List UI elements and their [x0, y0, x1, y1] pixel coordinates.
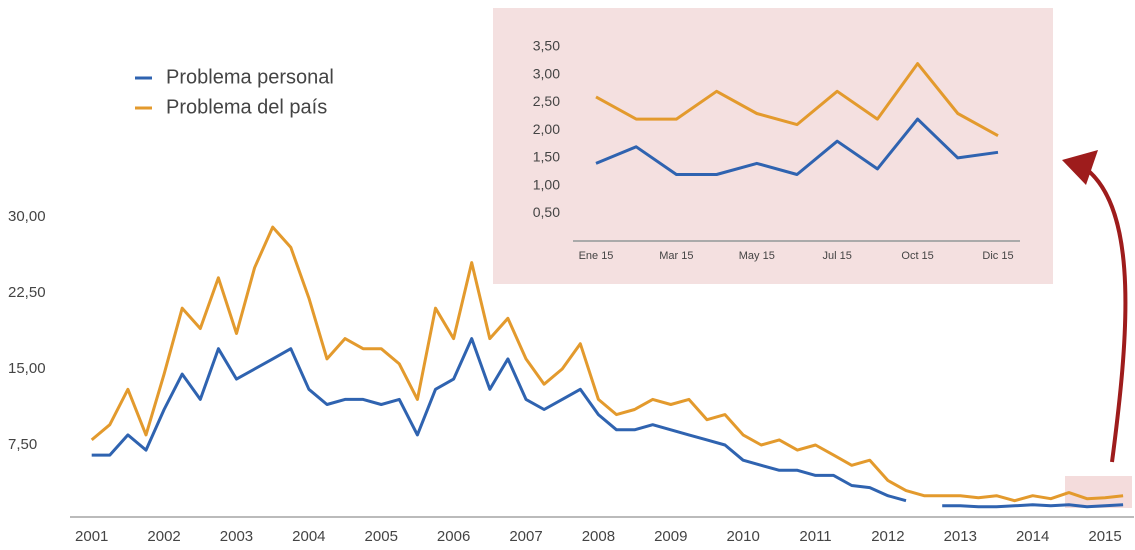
- y-tick-label: 1,00: [533, 176, 560, 192]
- x-tick-label: 2010: [726, 528, 759, 545]
- x-tick-label: Mar 15: [659, 250, 693, 262]
- series-line: [595, 117, 999, 176]
- x-tick-label: 2007: [509, 528, 542, 545]
- highlight-region: [1065, 476, 1132, 508]
- x-tick-label: 2006: [437, 528, 470, 545]
- series-line: [91, 337, 1124, 509]
- y-tick-label: 3,50: [533, 38, 560, 54]
- inset-background: [493, 8, 1053, 284]
- legend-label: Problema personal: [166, 66, 334, 88]
- x-tick-label: 2008: [582, 528, 615, 545]
- x-tick-label: 2003: [220, 528, 253, 545]
- x-tick-label: Ene 15: [579, 250, 614, 262]
- x-tick-label: 2014: [1016, 528, 1049, 545]
- x-tick-label: 2012: [871, 528, 904, 545]
- x-tick-label: Oct 15: [901, 250, 933, 262]
- y-tick-label: 3,00: [533, 65, 560, 81]
- arrow: [1083, 166, 1128, 463]
- y-tick-label: 15,00: [8, 360, 46, 377]
- x-tick-label: 2009: [654, 528, 687, 545]
- legend-label: Problema del país: [166, 96, 327, 118]
- y-tick-label: 2,50: [533, 93, 560, 109]
- y-tick-label: 22,50: [8, 284, 46, 301]
- x-tick-label: Jul 15: [823, 250, 852, 262]
- x-tick-label: 2004: [292, 528, 325, 545]
- y-tick-label: 0,50: [533, 204, 560, 220]
- y-tick-label: 30,00: [8, 208, 46, 225]
- x-tick-label: 2015: [1088, 528, 1121, 545]
- x-tick-label: 2011: [799, 528, 831, 545]
- series-line: [595, 62, 999, 138]
- x-tick-label: 2002: [147, 528, 180, 545]
- x-tick-label: 2013: [944, 528, 977, 545]
- x-tick-label: May 15: [739, 250, 775, 262]
- x-tick-label: Dic 15: [982, 250, 1013, 262]
- series-line: [90, 225, 1124, 503]
- arrow-head: [1062, 150, 1098, 185]
- x-tick-label: 2005: [365, 528, 398, 545]
- y-tick-label: 2,00: [533, 121, 560, 137]
- x-tick-label: 2001: [75, 528, 108, 545]
- y-tick-label: 7,50: [8, 436, 37, 453]
- y-tick-label: 1,50: [533, 149, 560, 165]
